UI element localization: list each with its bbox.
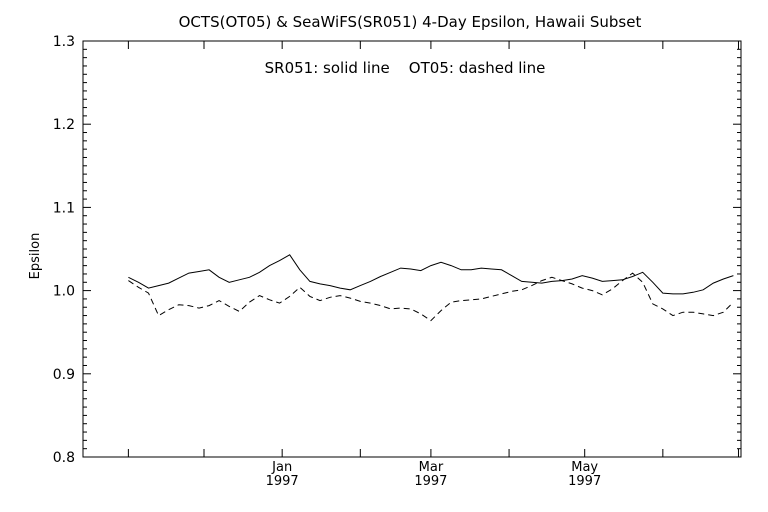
y-axis-label: Epsilon — [28, 233, 43, 280]
legend-annotation: SR051: solid line OT05: dashed line — [265, 59, 546, 77]
y-tick-label: 0.8 — [53, 450, 75, 466]
y-tick-label: 0.9 — [53, 367, 75, 383]
y-tick-label: 1.0 — [53, 284, 75, 300]
x-tick-label-month: May — [571, 460, 598, 475]
x-tick-label-year: 1997 — [266, 474, 299, 489]
x-tick-label-year: 1997 — [568, 474, 601, 489]
y-tick-label: 1.3 — [53, 34, 75, 50]
chart-title: OCTS(OT05) & SeaWiFS(SR051) 4-Day Epsilo… — [179, 13, 642, 31]
series-line-sr051 — [128, 254, 734, 295]
x-tick-label-year: 1997 — [414, 474, 447, 489]
x-tick-label-month: Jan — [271, 460, 292, 475]
y-tick-label: 1.2 — [53, 117, 75, 133]
series-line-ot05 — [128, 272, 734, 322]
x-tick-label-month: Mar — [419, 460, 444, 475]
plot-frame — [82, 40, 742, 458]
y-tick-label: 1.1 — [53, 200, 75, 216]
